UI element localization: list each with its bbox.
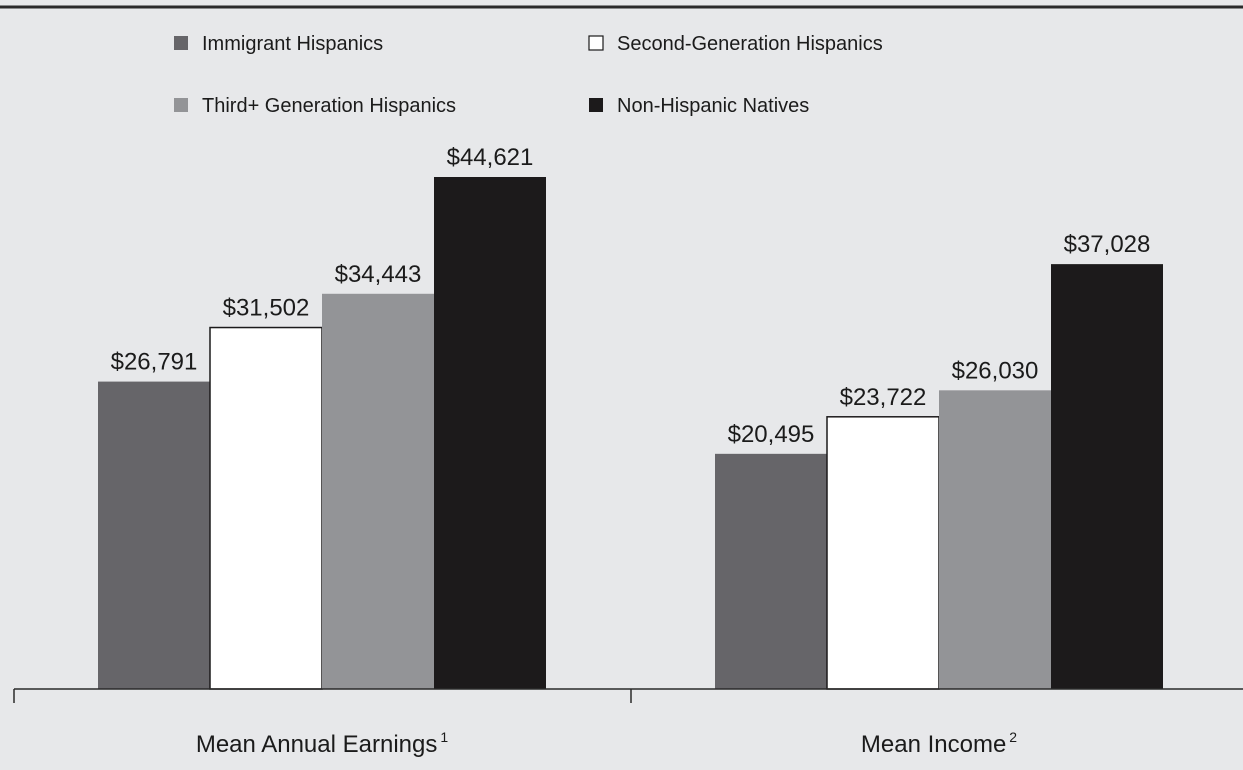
legend: Immigrant Hispanics Second-Generation His… — [174, 33, 883, 117]
bar — [434, 177, 546, 689]
legend-swatch — [589, 98, 603, 112]
legend-label: Third+ Generation Hispanics — [202, 95, 456, 117]
footnote-marker: 2 — [1009, 729, 1017, 745]
legend-label: Non-Hispanic Natives — [617, 95, 809, 117]
bar — [826, 416, 940, 690]
data-label: $23,722 — [840, 384, 927, 411]
data-label: $31,502 — [223, 295, 310, 322]
bars — [98, 177, 1163, 690]
legend-swatch — [588, 35, 604, 51]
data-label: $20,495 — [728, 421, 815, 448]
data-label: $26,791 — [111, 349, 198, 376]
bar — [1051, 264, 1163, 689]
data-label: $26,030 — [952, 357, 1039, 384]
legend-label: Immigrant Hispanics — [202, 33, 383, 55]
legend-label: Second-Generation Hispanics — [617, 33, 883, 55]
x-axis: Mean Annual Earnings 1 Mean Income 2 — [13, 688, 1243, 758]
data-label: $44,621 — [447, 144, 534, 171]
category-label: Mean Annual Earnings 1 — [196, 729, 449, 758]
footnote-marker: 1 — [440, 729, 448, 745]
legend-swatch — [174, 36, 188, 50]
legend-swatch — [174, 98, 188, 112]
bar — [209, 326, 323, 690]
bar — [98, 381, 210, 689]
bar — [322, 293, 434, 689]
bar — [715, 453, 827, 689]
data-label: $34,443 — [335, 261, 422, 288]
value-labels: $26,791 $31,502 $34,443 $44,621 $20,495 $23,7… — [111, 144, 1151, 448]
data-label: $37,028 — [1064, 231, 1151, 258]
category-label: Mean Income 2 — [861, 729, 1017, 758]
bar — [939, 390, 1051, 689]
